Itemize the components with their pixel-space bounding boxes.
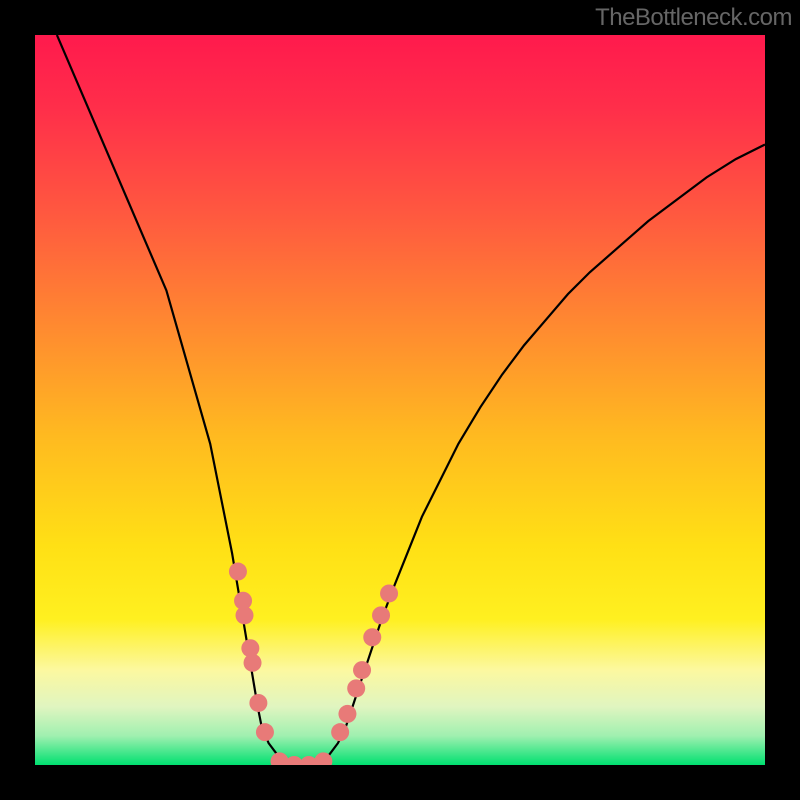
- data-marker: [244, 654, 262, 672]
- data-marker: [347, 679, 365, 697]
- data-marker: [338, 705, 356, 723]
- data-marker: [372, 606, 390, 624]
- gradient-background: [35, 35, 765, 765]
- data-marker: [331, 723, 349, 741]
- data-marker: [256, 723, 274, 741]
- data-marker: [249, 694, 267, 712]
- data-marker: [353, 661, 371, 679]
- watermark-text: TheBottleneck.com: [595, 4, 792, 32]
- data-marker: [363, 628, 381, 646]
- chart-plot: [35, 35, 765, 765]
- data-marker: [380, 584, 398, 602]
- data-marker: [229, 563, 247, 581]
- data-marker: [236, 606, 254, 624]
